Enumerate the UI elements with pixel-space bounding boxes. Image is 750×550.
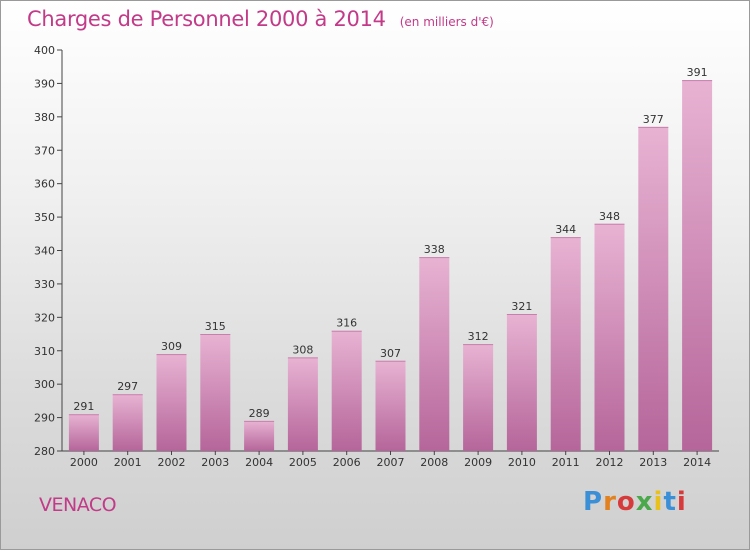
proxiti-logo[interactable]: Proxiti	[583, 487, 687, 517]
bar-value-label: 312	[468, 330, 489, 343]
y-tick-label: 310	[34, 345, 55, 358]
bar	[244, 420, 275, 451]
y-tick-label: 280	[34, 445, 55, 458]
town-name: VENACO	[39, 494, 117, 516]
bar	[506, 313, 537, 451]
chart-bars	[68, 80, 713, 451]
bar-value-label: 315	[205, 320, 226, 333]
x-tick-label: 2011	[552, 456, 580, 469]
y-tick-label: 300	[34, 378, 55, 391]
bar-value-label: 338	[424, 243, 445, 256]
bar	[68, 414, 99, 451]
x-tick-label: 2014	[683, 456, 711, 469]
bar-value-label: 297	[117, 380, 138, 393]
y-tick-label: 290	[34, 412, 55, 425]
chart-labels: 291 2000 297 2001 309 2002 315 2003 289 2004 308 20…	[70, 66, 711, 469]
y-tick-label: 350	[34, 211, 55, 224]
x-tick-label: 2012	[596, 456, 624, 469]
bar	[156, 354, 187, 451]
y-tick-label: 390	[34, 77, 55, 90]
bar	[682, 80, 713, 451]
bar-value-label: 307	[380, 347, 401, 360]
chart-axes: 280 290 300 310 320 330 340 350 360 370 380 390 400	[34, 44, 719, 458]
bar-value-label: 316	[336, 317, 357, 330]
y-tick-label: 370	[34, 144, 55, 157]
bar	[463, 344, 494, 451]
y-tick-label: 360	[34, 178, 55, 191]
bar-value-label: 391	[687, 66, 708, 79]
y-tick-label: 320	[34, 311, 55, 324]
x-tick-label: 2001	[114, 456, 142, 469]
x-tick-label: 2009	[464, 456, 492, 469]
bar	[638, 126, 669, 451]
bar-value-label: 309	[161, 340, 182, 353]
bar	[287, 357, 318, 451]
bar-value-label: 321	[511, 300, 532, 313]
bar-value-label: 289	[249, 407, 270, 420]
y-tick-label: 380	[34, 111, 55, 124]
x-tick-label: 2006	[333, 456, 361, 469]
bar	[594, 223, 625, 451]
title-block: Charges de Personnel 2000 à 2014 (en mill…	[27, 7, 494, 31]
y-tick-label: 340	[34, 245, 55, 258]
x-tick-label: 2005	[289, 456, 317, 469]
bar-value-label: 348	[599, 210, 620, 223]
unit-note: (en milliers d'€)	[399, 15, 494, 29]
bar-value-label: 377	[643, 113, 664, 126]
x-tick-label: 2000	[70, 456, 98, 469]
bar	[550, 237, 581, 451]
bar-value-label: 308	[292, 343, 313, 356]
x-tick-label: 2008	[420, 456, 448, 469]
x-tick-label: 2013	[639, 456, 667, 469]
x-tick-label: 2004	[245, 456, 273, 469]
bar-value-label: 291	[73, 400, 94, 413]
bar	[375, 360, 406, 451]
x-tick-label: 2010	[508, 456, 536, 469]
x-tick-label: 2002	[158, 456, 186, 469]
x-tick-label: 2007	[377, 456, 405, 469]
bar-value-label: 344	[555, 223, 576, 236]
chart-title: Charges de Personnel 2000 à 2014	[27, 7, 386, 31]
y-tick-label: 400	[34, 44, 55, 57]
bar	[419, 257, 450, 451]
bar	[331, 330, 362, 451]
y-tick-label: 330	[34, 278, 55, 291]
x-tick-label: 2003	[201, 456, 229, 469]
bar	[200, 334, 231, 451]
bar	[112, 394, 143, 451]
